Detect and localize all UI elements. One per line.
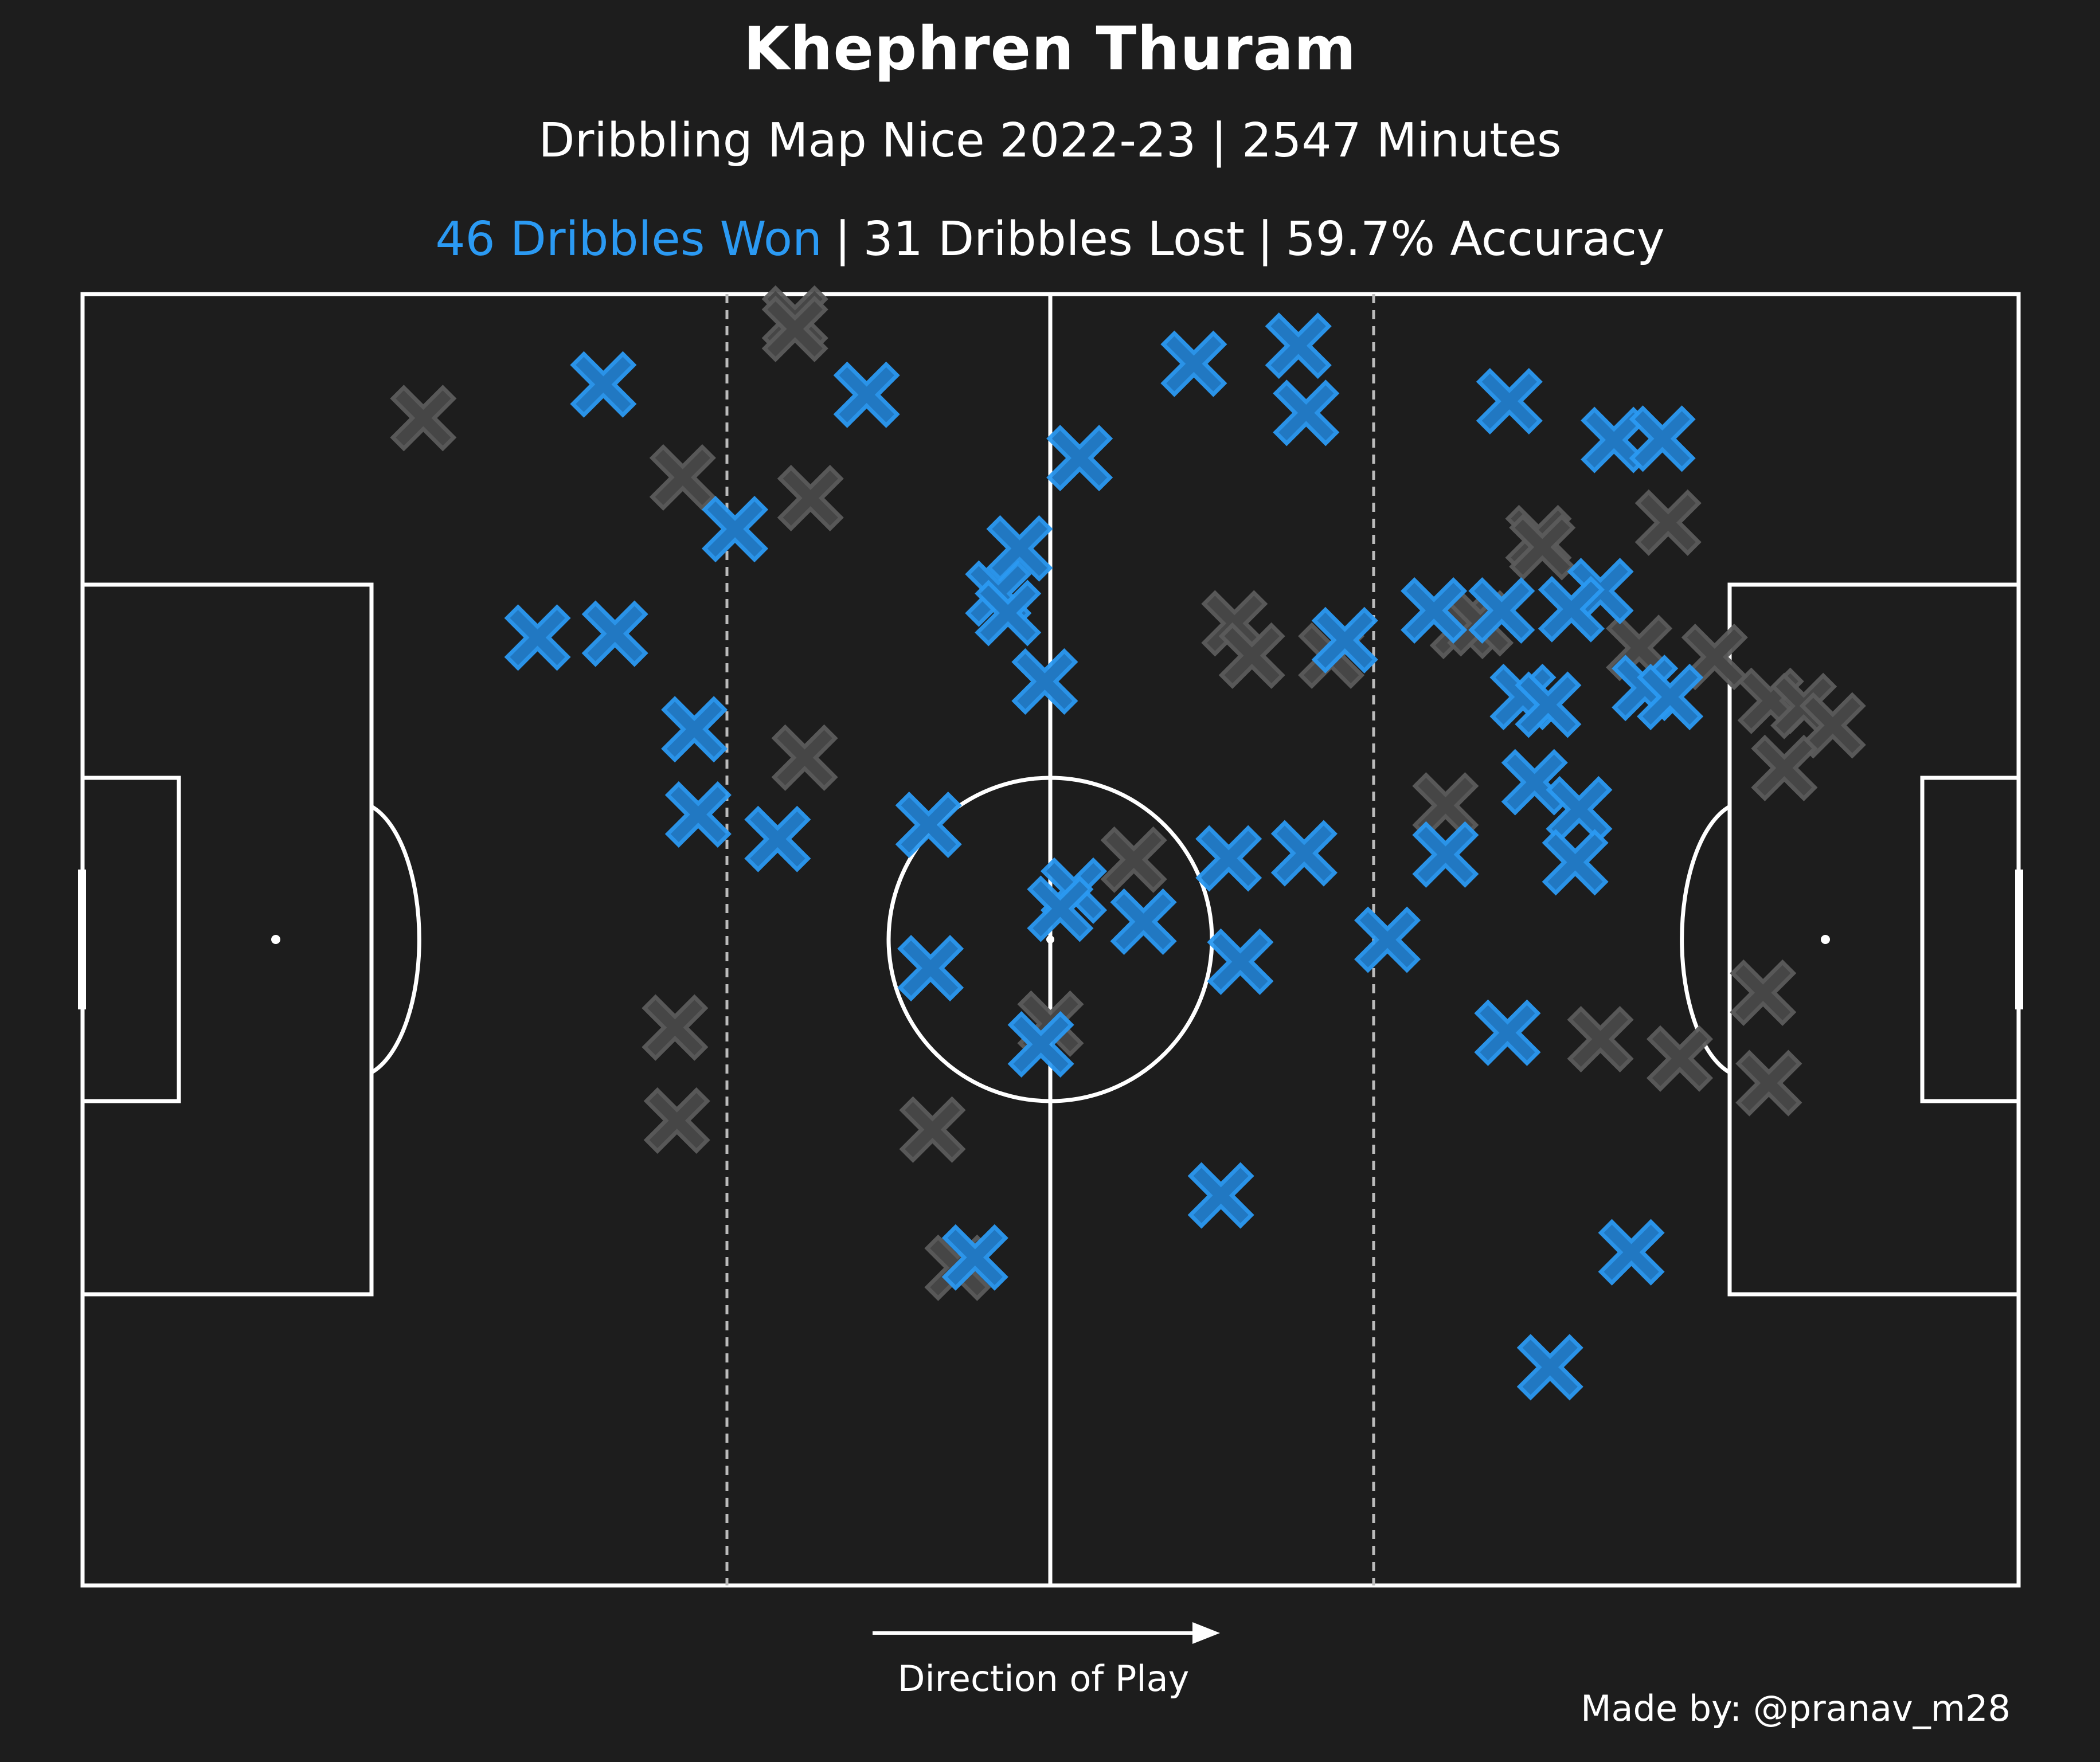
lost-dribble-marker (642, 994, 709, 1061)
won-dribble-marker (1629, 405, 1696, 472)
accuracy-label: 59.7% Accuracy (1285, 212, 1665, 267)
direction-of-play-label: Direction of Play (897, 1658, 1190, 1700)
dribbles-won-label: 46 Dribbles Won (435, 212, 822, 267)
won-dribble-marker (1476, 367, 1543, 435)
lost-dribble-marker (1735, 1050, 1802, 1117)
lost-dribble-marker (1751, 734, 1818, 801)
won-dribble-marker (1265, 312, 1332, 379)
direction-arrow-head (1192, 1622, 1220, 1644)
lost-dribble-marker (1509, 514, 1576, 581)
left-six-yard-box (80, 776, 181, 1103)
left-goal (78, 870, 86, 1009)
won-dribble-marker (1474, 999, 1541, 1066)
won-dribble-marker (1516, 1334, 1583, 1401)
stats-separator: | (1257, 212, 1273, 267)
won-dribble-marker (1401, 577, 1468, 644)
lost-dribble-marker (1799, 692, 1866, 759)
won-dribble-marker (702, 496, 769, 563)
lost-dribble-marker (777, 464, 844, 532)
right-penalty-arc (1680, 804, 1731, 1075)
won-dribble-marker (581, 600, 648, 667)
lost-dribble-markers (390, 285, 1866, 1301)
won-dribble-marker (664, 781, 732, 848)
won-dribble-marker (1354, 906, 1421, 973)
right-goal (2015, 870, 2023, 1009)
won-dribble-marker (1207, 928, 1274, 995)
right-six-yard-box (1920, 776, 2021, 1103)
won-dribble-marker (504, 604, 571, 671)
won-dribble-marker (1046, 425, 1113, 492)
left-penalty-spot (271, 935, 280, 944)
won-dribble-marker (570, 351, 637, 418)
right-penalty-spot (1821, 935, 1830, 944)
lost-dribble-marker (390, 385, 457, 452)
won-dribble-marker (1581, 406, 1648, 473)
won-dribble-marker (1546, 776, 1613, 843)
won-dribble-marker (895, 791, 962, 859)
won-dribble-marker (1598, 1219, 1665, 1286)
pitch-marks (78, 870, 2023, 1009)
won-dribble-marker (1538, 575, 1605, 643)
stats-separator: | (834, 212, 851, 267)
won-dribble-marker (941, 1224, 1008, 1291)
won-dribble-marker (1468, 577, 1535, 644)
lost-dribble-marker (1646, 1025, 1714, 1092)
won-dribble-marker (1160, 330, 1227, 397)
lost-dribble-marker (649, 444, 716, 511)
won-dribble-marker (975, 579, 1042, 647)
won-dribble-marker (1007, 1011, 1074, 1078)
won-dribble-markers (504, 312, 1704, 1401)
chart-subtitle: Dribbling Map Nice 2022-23 | 2547 Minute… (538, 113, 1562, 168)
lost-dribble-marker (1681, 624, 1748, 691)
lost-dribble-marker (1412, 772, 1479, 839)
won-dribble-marker (986, 515, 1053, 582)
stats-line: 46 Dribbles Won | 31 Dribbles Lost | 59.7% A… (0, 212, 2100, 267)
won-dribble-marker (1542, 829, 1609, 896)
lost-dribble-marker (1218, 622, 1285, 689)
direction-arrow (873, 1622, 1220, 1644)
won-dribble-marker (661, 696, 728, 763)
won-dribble-marker (1273, 379, 1340, 447)
lost-dribble-marker (899, 1096, 966, 1163)
won-dribble-marker (1311, 606, 1378, 674)
chart-title: Khephren Thuram (743, 14, 1357, 84)
dribbles-lost-label: 31 Dribbles Lost (863, 212, 1245, 267)
left-penalty-area (80, 582, 374, 1297)
lost-dribble-marker (1634, 489, 1702, 556)
lost-dribble-marker (1730, 959, 1797, 1026)
won-dribble-marker (1011, 648, 1078, 715)
lost-dribble-marker (643, 1087, 710, 1154)
left-penalty-arc (370, 804, 421, 1075)
won-dribble-marker (1195, 825, 1262, 892)
lost-dribble-marker (1567, 1005, 1634, 1073)
won-dribble-marker (744, 805, 811, 872)
center-spot (1046, 935, 1054, 943)
credit-label: Made by: @pranav_m28 (1581, 1687, 2011, 1729)
won-dribble-marker (1187, 1162, 1254, 1229)
won-dribble-marker (833, 361, 900, 428)
won-dribble-marker (897, 935, 964, 1002)
lost-dribble-marker (1100, 826, 1167, 893)
won-dribble-marker (1027, 875, 1094, 942)
won-dribble-marker (1501, 749, 1568, 816)
won-dribble-marker (1515, 671, 1582, 738)
won-dribble-marker (1270, 820, 1338, 887)
won-dribble-marker (1637, 663, 1704, 730)
lost-dribble-marker (771, 724, 838, 791)
lost-dribble-marker (761, 295, 828, 362)
won-dribble-marker (1412, 821, 1479, 888)
won-dribble-marker (1110, 888, 1177, 956)
